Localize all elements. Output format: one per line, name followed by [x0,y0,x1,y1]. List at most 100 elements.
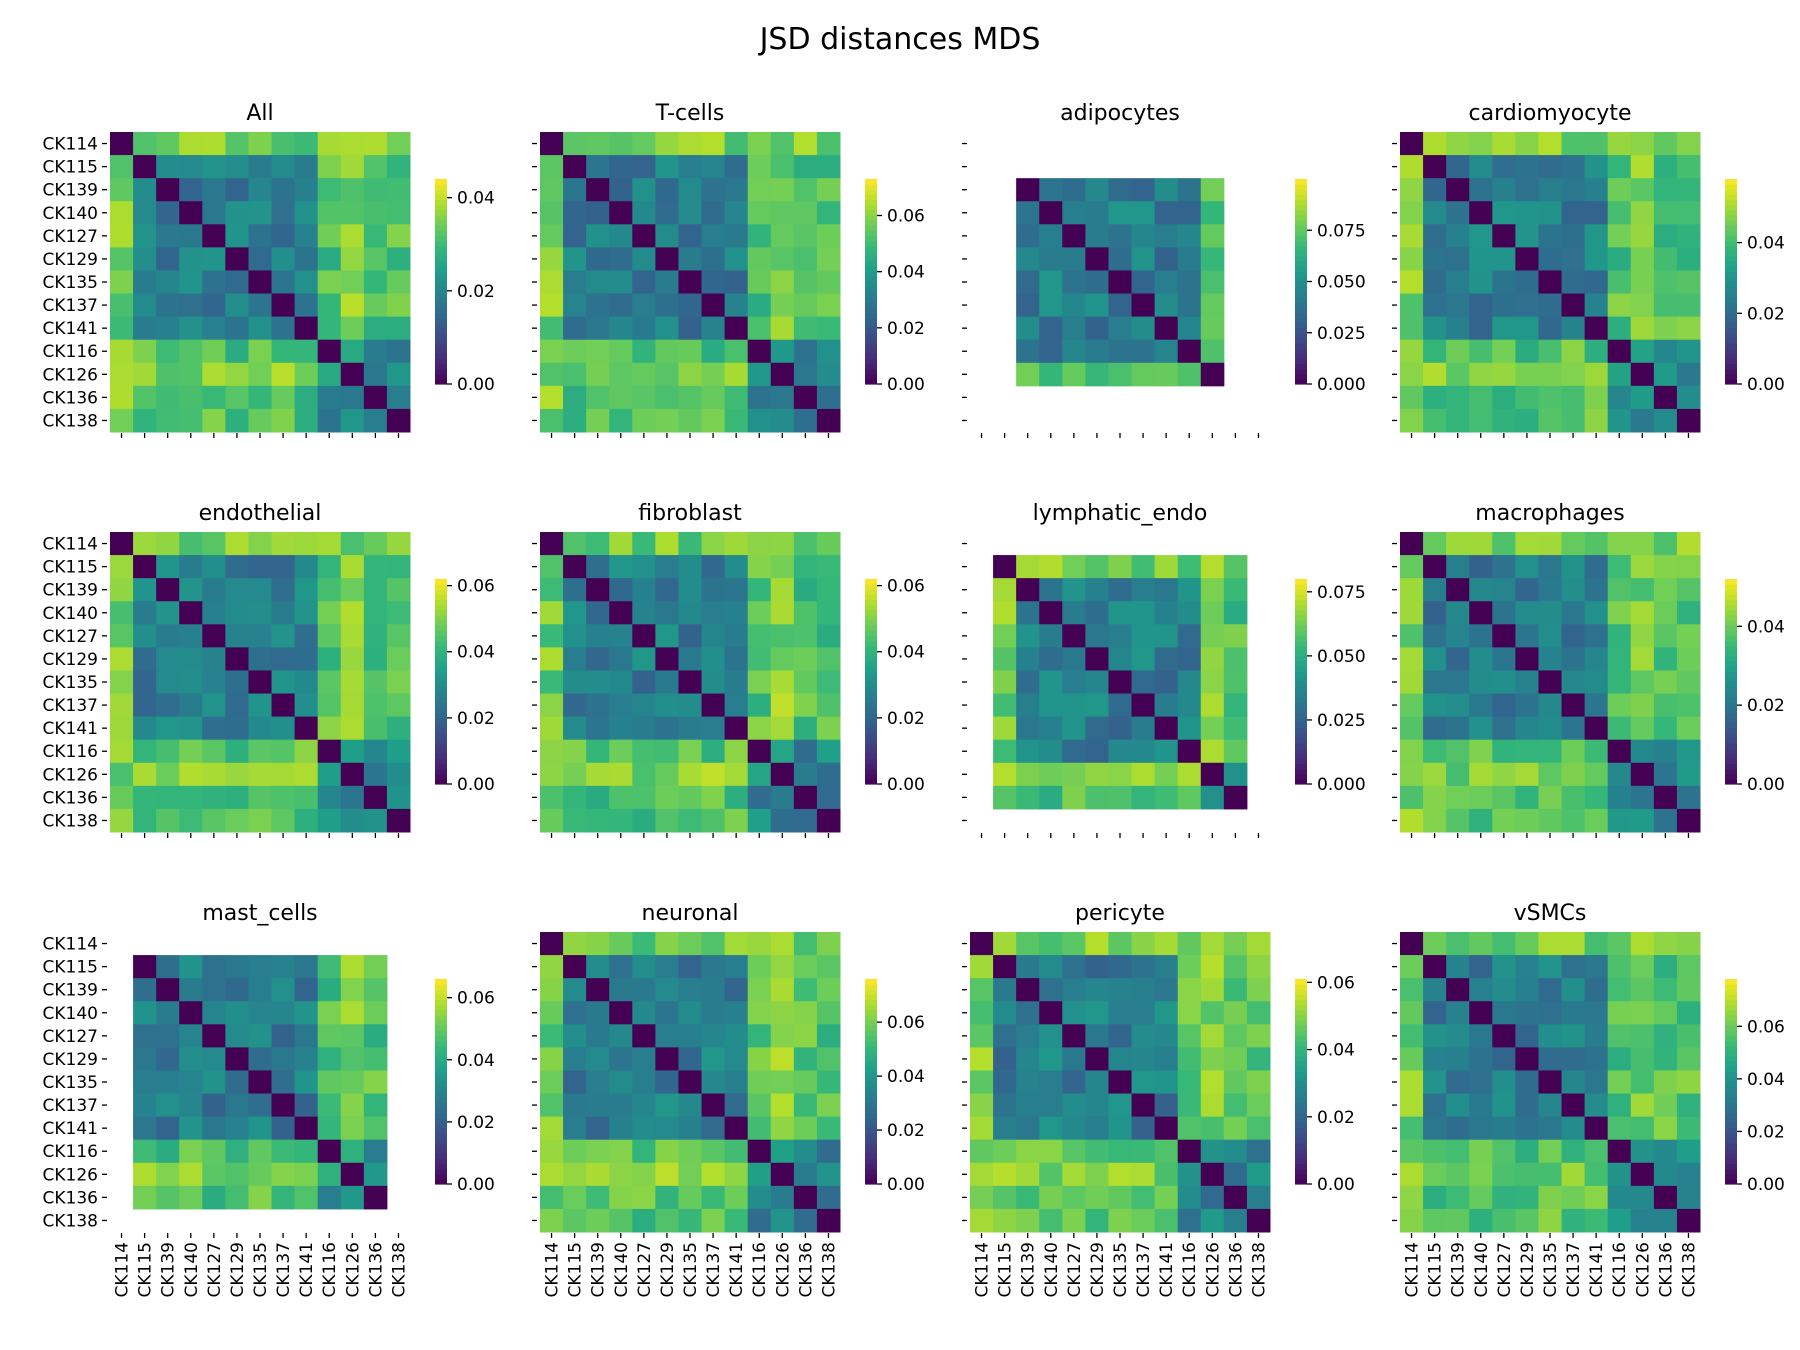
heatmap-cell [340,1185,365,1210]
colorbar-segment [1295,727,1307,734]
heatmap-cell [1200,1001,1225,1025]
heatmap-cell [747,293,772,318]
heatmap-cell [1561,762,1586,787]
colorbar-segment [1725,378,1737,385]
heatmap-cell [110,293,134,318]
heatmap-cell [1630,1093,1655,1118]
colorbar-tick-label: 0.06 [457,989,495,1009]
heatmap-cell [1423,201,1447,225]
colorbar-tick-label: 0.04 [457,643,495,663]
heatmap-cell [1200,270,1225,295]
colorbar-segment [1295,353,1307,359]
heatmap-cell [1446,1001,1470,1025]
colorbar-segment [1725,1143,1737,1149]
heatmap-cell [1515,555,1539,579]
heatmap-cell [317,178,342,202]
colorbar-segment [1725,691,1737,698]
heatmap-cell [1062,1047,1086,1071]
heatmap-cell [363,316,388,341]
colorbar-segment [865,358,877,365]
heatmap-cell [1584,532,1609,556]
heatmap-cell [724,808,749,833]
heatmap-cell [1131,578,1156,602]
colorbar-segment [1295,1137,1307,1144]
x-tick-label: CK115 [136,1242,156,1297]
colorbar-segment [435,743,447,749]
heatmap-cell [1538,601,1563,625]
x-tick-label: CK139 [159,1242,179,1297]
colorbar-segment [1725,271,1737,277]
colorbar-segment [1295,348,1307,354]
x-tick-label: CK140 [1472,1242,1492,1297]
heatmap-cell [609,647,633,671]
heatmap-cell [1200,1185,1225,1210]
colorbar-segment [1725,650,1737,657]
colorbar-segment [865,630,877,636]
heatmap-cell [1154,716,1179,741]
heatmap-cell [970,1208,994,1233]
heatmap-cell [317,270,342,295]
x-tick-label: CK129 [1088,1242,1108,1297]
colorbar-segment [1725,1030,1737,1036]
heatmap-cell [1446,716,1470,741]
heatmap-cell [179,555,203,579]
colorbar-segment [1295,214,1307,221]
heatmap-cell [1085,762,1109,787]
heatmap-cell [179,1116,203,1141]
heatmap-cell [110,408,134,433]
heatmap-cell [770,785,795,810]
heatmap-cell [225,670,249,695]
heatmap-cell [770,1185,795,1210]
colorbar-segment [865,763,877,770]
colorbar-segment [1295,1091,1307,1098]
colorbar-tick-label: 0.04 [457,189,495,209]
heatmap-cell [747,1185,772,1210]
heatmap-cell [1446,1070,1470,1095]
heatmap-cell [655,339,679,364]
y-tick-label: CK127 [43,227,98,247]
heatmap-cell [540,932,564,956]
heatmap-cell [363,647,388,671]
heatmap-cell [1653,532,1678,556]
colorbar-segment [1295,768,1307,775]
heatmap-cell [271,224,296,248]
heatmap-cell [701,762,726,787]
colorbar-segment [1725,994,1737,1001]
heatmap-cell [271,1001,296,1025]
heatmap-cell [678,408,703,433]
heatmap-cell [1223,670,1248,695]
heatmap-cell [294,601,319,625]
heatmap-cell [816,224,841,248]
heatmap-cell [586,1093,610,1118]
colorbar-segment [1295,1040,1307,1047]
heatmap-cell [156,339,180,364]
heatmap-cell [540,178,564,202]
heatmap-cell [1154,647,1179,671]
heatmap-cell [294,693,319,718]
heatmap-cell [156,1001,180,1025]
heatmap-cell [248,601,273,625]
heatmap-cell [1131,601,1156,625]
heatmap-cell [609,316,633,341]
y-tick-label: CK127 [43,627,98,647]
heatmap-cell [248,224,273,248]
heatmap-cell [340,647,365,671]
heatmap-cell [1653,270,1678,295]
heatmap-cell [540,955,564,979]
heatmap-cell [1423,1162,1447,1187]
colorbar-segment [1725,584,1737,590]
colorbar-segment [1725,1117,1737,1124]
heatmap-cell [816,932,841,956]
colorbar-segment [435,276,447,283]
panel-title: fibroblast [638,501,742,526]
heatmap-cell [1584,716,1609,741]
heatmap-cell [563,739,587,764]
colorbar-segment [1295,1107,1307,1113]
heatmap-cell [1515,201,1539,225]
heatmap-cell [179,1070,203,1095]
heatmap-cell [110,670,134,695]
heatmap-cell [271,1185,296,1210]
heatmap-cell [1223,601,1248,625]
colorbar-segment [1295,327,1307,334]
